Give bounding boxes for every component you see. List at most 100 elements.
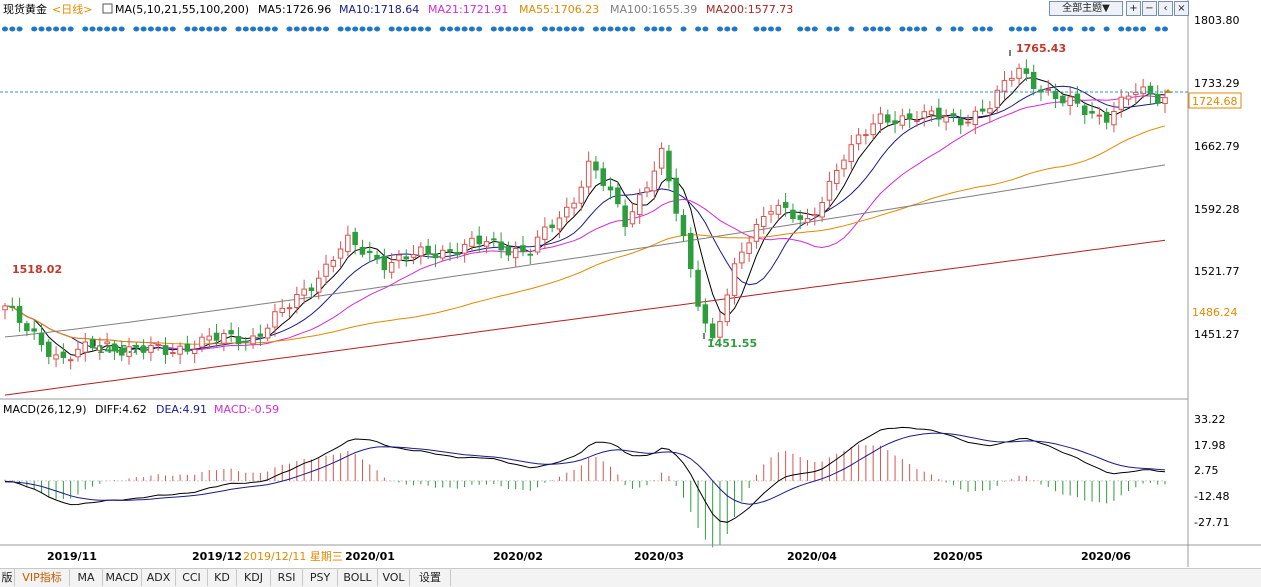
signal-dot — [950, 26, 957, 32]
close-icon[interactable]: × — [1174, 1, 1189, 16]
candle-body — [549, 224, 555, 229]
signal-dot — [753, 26, 760, 32]
zoom-out-icon[interactable]: − — [1142, 1, 1157, 16]
candle-body — [425, 245, 431, 255]
signal-dot — [556, 26, 563, 32]
macd-value: MACD:-0.59 — [214, 403, 279, 416]
macd-dea: DEA:4.91 — [156, 403, 207, 416]
candle-body — [264, 327, 271, 339]
candle-body — [775, 204, 782, 215]
candle-body — [97, 345, 103, 351]
candle-body — [1096, 114, 1103, 117]
tab-version[interactable]: 版 — [0, 569, 15, 586]
price-tick: 1451.27 — [1194, 328, 1240, 341]
signal-dot — [1125, 26, 1132, 32]
signal-dot — [425, 26, 432, 32]
signal-dot — [2, 26, 8, 32]
candle-body — [702, 304, 709, 324]
candle-body — [104, 341, 110, 345]
signal-dot — [870, 26, 877, 32]
signal-dot — [1140, 26, 1147, 32]
candle-body — [979, 108, 986, 112]
signal-dot — [906, 26, 913, 32]
price-tick: 1521.77 — [1194, 265, 1240, 278]
tab-ma[interactable]: MA — [70, 569, 103, 586]
date-label: 2019/11 — [47, 550, 97, 563]
tab-macd[interactable]: MACD — [103, 569, 142, 586]
candle-body — [607, 186, 614, 191]
theme-dropdown-button[interactable]: 全部主题▼ — [1049, 1, 1123, 16]
tab-rsi[interactable]: RSI — [271, 569, 303, 586]
candle-body — [1045, 88, 1051, 91]
tab-settings[interactable]: 设置 — [410, 569, 451, 586]
candle-body — [1082, 105, 1088, 115]
tab-boll[interactable]: BOLL — [338, 569, 378, 586]
candle-body — [906, 113, 913, 120]
signal-dot — [600, 26, 607, 32]
tab-cci[interactable]: CCI — [176, 569, 208, 586]
signal-dot — [578, 26, 585, 32]
candle-body — [512, 248, 519, 259]
signal-dot — [337, 26, 344, 32]
signal-dot — [986, 26, 993, 32]
tab-vip[interactable]: VIP指标 — [15, 569, 70, 586]
signal-dot — [505, 26, 512, 32]
date-label: 2020/06 — [1081, 550, 1131, 563]
candle-body — [359, 247, 366, 255]
tab-kdj[interactable]: KDJ — [237, 569, 271, 586]
macd-dea-line — [4, 432, 1166, 505]
signal-dot — [665, 26, 672, 32]
candle-body — [928, 110, 935, 115]
zoom-in-icon[interactable]: + — [1126, 1, 1141, 16]
signal-dot — [468, 26, 475, 32]
signal-dot — [1089, 26, 1095, 32]
current-price-label: 1724.68 — [1192, 95, 1238, 108]
signal-dot — [184, 26, 191, 32]
prev-icon[interactable]: ‹ — [1158, 1, 1173, 16]
signal-dot — [271, 26, 278, 32]
start-annotation: 1518.02 — [12, 263, 62, 276]
moving-average-layer — [4, 77, 1166, 396]
candle-body — [1030, 71, 1037, 90]
price-tick: 1733.29 — [1194, 77, 1240, 90]
candle-body — [1125, 95, 1132, 100]
signal-dot — [67, 26, 74, 32]
candle-body — [680, 215, 687, 237]
tab-adx[interactable]: ADX — [142, 569, 176, 586]
tab-vol[interactable]: VOL — [378, 569, 410, 586]
candle-body — [768, 211, 774, 215]
candle-body — [337, 248, 344, 259]
signal-dot — [913, 26, 920, 32]
tab-psy[interactable]: PSY — [303, 569, 338, 586]
price-tick: 1803.80 — [1194, 14, 1240, 27]
candle-body — [1111, 111, 1117, 126]
macd-tick: 2.75 — [1194, 464, 1219, 477]
candle-body — [374, 254, 380, 260]
signal-dot — [454, 26, 461, 32]
signal-dot — [104, 26, 111, 32]
chart-type-icon[interactable] — [102, 3, 113, 14]
ma5-line — [4, 77, 1166, 357]
chart-header: 现货黄金 <日线> MA(5,10,21,55,100,200) MA5:172… — [3, 2, 793, 16]
signal-dot — [768, 26, 774, 32]
signal-dot — [921, 26, 928, 32]
candle-body — [1001, 80, 1008, 92]
signal-dot — [1059, 26, 1066, 32]
ma10-line — [4, 85, 1166, 352]
tab-kd[interactable]: KD — [208, 569, 237, 586]
signal-dot — [118, 26, 125, 32]
date-label: 2020/01 — [345, 550, 395, 563]
candle-body — [629, 211, 636, 225]
period-label[interactable]: <日线> — [52, 2, 92, 16]
ma10-value: MA10:1718.64 — [339, 3, 419, 16]
candle-body — [644, 187, 650, 193]
candle-body — [67, 359, 74, 362]
signal-dot — [1162, 26, 1168, 32]
candle-body — [250, 335, 256, 345]
signal-dot — [191, 26, 198, 32]
ma200-value: MA200:1577.73 — [706, 3, 793, 16]
candlestick-layer — [2, 59, 1168, 370]
signal-dot — [461, 26, 468, 32]
signal-dot — [403, 26, 410, 32]
